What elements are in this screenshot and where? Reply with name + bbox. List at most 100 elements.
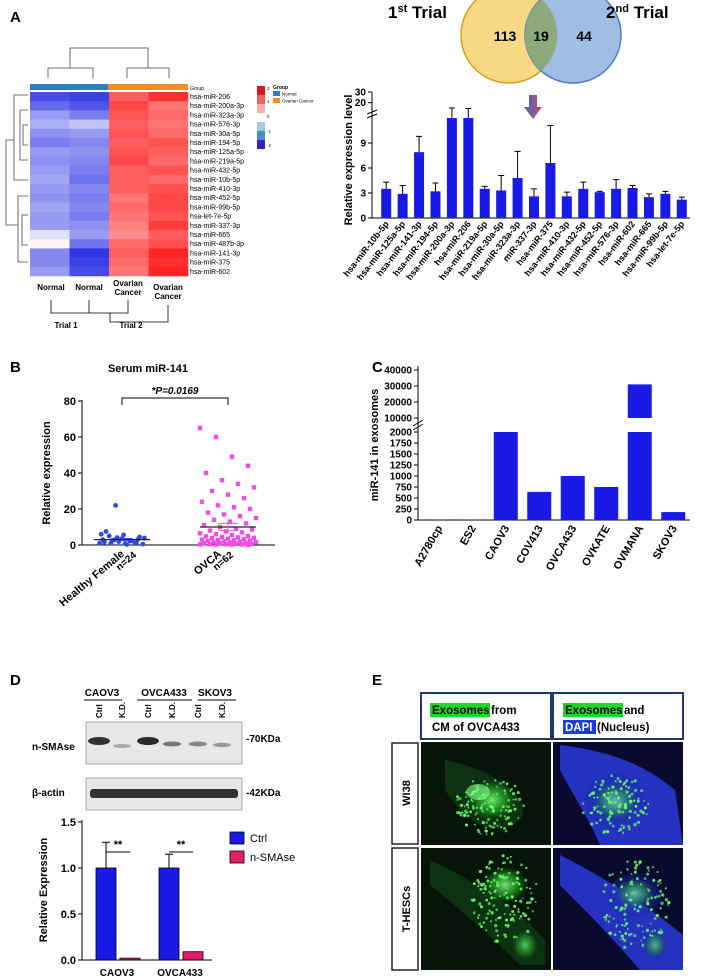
barC-bar xyxy=(627,432,652,520)
barC-x-label: CAOV3 xyxy=(483,524,512,563)
exosome-dot xyxy=(581,811,585,815)
exosome-dot xyxy=(613,933,617,937)
exosome-dot xyxy=(491,806,495,810)
exosome-dot xyxy=(478,869,483,874)
heatmap-cell xyxy=(148,128,189,139)
exosome-dot xyxy=(509,860,513,864)
exosome-dot xyxy=(477,797,481,801)
exosome-dot xyxy=(653,896,657,899)
exosome-dot xyxy=(638,860,642,864)
panel-label-d: D xyxy=(10,672,21,689)
exosome-dot xyxy=(477,880,481,884)
scatterB-point-ovca xyxy=(243,521,249,526)
wb-lane-label: K.D. xyxy=(168,702,177,718)
exosome-dot xyxy=(630,932,633,935)
exosome-dot xyxy=(593,806,597,810)
exosome-dot xyxy=(486,912,490,916)
barA-bar xyxy=(529,196,539,218)
barC-y-label: miR-141 in exosomes xyxy=(369,389,381,502)
scatterB-point-ovca xyxy=(229,454,235,459)
exosome-dot xyxy=(608,815,612,818)
scatterB-point-ovca xyxy=(245,463,251,468)
exosome-dot xyxy=(637,820,641,824)
exosome-dot xyxy=(502,874,505,877)
barD-sig-2: ** xyxy=(177,839,186,851)
exosome-dot xyxy=(504,903,508,907)
exosome-dot xyxy=(485,833,488,836)
exosome-dot xyxy=(503,861,506,865)
scatterB-point-healthy xyxy=(113,503,118,508)
exosome-dot xyxy=(520,863,523,867)
heatmap-cell xyxy=(148,110,189,120)
scatterB-point-ovca xyxy=(209,535,215,541)
barD-legend-ctrl: Ctrl xyxy=(250,833,267,845)
heatmap-cell xyxy=(109,156,149,166)
barA-y-tick-label: 30 xyxy=(355,88,367,99)
exosome-dot xyxy=(487,902,491,906)
exosome-dot xyxy=(642,799,645,802)
exosome-dot xyxy=(519,914,523,918)
exosome-dot xyxy=(623,805,628,810)
exosome-dot xyxy=(595,821,598,825)
exosome-dot xyxy=(490,896,494,900)
exosome-dot xyxy=(628,827,631,831)
barA-error-bar xyxy=(416,135,423,153)
exosome-dot xyxy=(464,796,467,799)
exosome-dot xyxy=(477,885,480,888)
exosome-dot xyxy=(482,891,485,894)
exosome-dot xyxy=(485,929,488,932)
western-blot: CAOV3 OVCA433 SKOV3 Ctrl K.D. Ctrl K.D. Ctrl… xyxy=(32,688,281,811)
exosome-dot xyxy=(503,933,506,936)
exosome-dot xyxy=(604,915,608,919)
exosome-dot xyxy=(596,805,599,808)
heatmap-row-label: hsa-miR-576-3p xyxy=(190,122,240,129)
down-arrow-icon xyxy=(524,95,542,119)
scatterB-point-ovca xyxy=(201,541,207,546)
exosome-dot xyxy=(487,862,491,866)
heatmap-row-label: hsa-miR-602 xyxy=(190,269,230,276)
exosome-dot xyxy=(606,914,609,917)
heatmap-cell xyxy=(109,248,149,258)
barC-bar xyxy=(560,476,585,520)
exosome-dot xyxy=(649,922,652,925)
barC-y-tick-label: 250 xyxy=(395,505,412,516)
exosome-dot xyxy=(643,806,647,810)
barA-bar xyxy=(397,193,408,218)
exosome-dot xyxy=(492,904,496,908)
exosome-dot xyxy=(500,809,503,812)
micro-header1-line2: CM of OVCA433 xyxy=(432,722,520,734)
scatterB-point-ovca xyxy=(199,499,205,504)
exosome-dot xyxy=(650,896,654,900)
exosome-dot xyxy=(630,780,634,784)
heatmap-cell xyxy=(109,266,149,277)
heatmap-group-bar-cancer xyxy=(108,84,188,90)
heatmap-cell xyxy=(69,239,110,249)
exosome-dot xyxy=(471,806,475,810)
exosome-dot xyxy=(614,791,619,795)
exosome-dot xyxy=(619,787,622,790)
exosome-dot xyxy=(621,937,625,940)
exosome-dot xyxy=(506,857,509,860)
exosome-dot xyxy=(608,915,611,918)
heatmap-legend-cancer: Ovarian Cancer xyxy=(282,99,314,104)
micro-row-label-box-2 xyxy=(391,847,419,971)
scatterB-point-healthy xyxy=(140,541,146,547)
exosome-dot xyxy=(590,811,594,815)
exosome-dot xyxy=(611,824,615,828)
exosome-dot xyxy=(615,924,618,927)
exosome-dot xyxy=(659,931,663,935)
barD-cat-ovca433: OVCA433 xyxy=(157,968,203,979)
barC-y-tick-label: 1250 xyxy=(390,461,413,472)
heatmap-row-label: hsa-miR-219a-5p xyxy=(190,158,244,165)
wb-lane-label: K.D. xyxy=(218,702,227,718)
heatmap-cell xyxy=(109,257,149,268)
barA-error-bar xyxy=(629,185,636,188)
exosome-dot xyxy=(503,827,506,830)
wb-lane-label: Ctrl xyxy=(194,704,203,718)
exosome-dot xyxy=(522,912,525,915)
exosome-dot xyxy=(493,871,497,875)
exosome-dot xyxy=(625,780,628,783)
exosome-dot xyxy=(509,913,512,916)
exosome-dot xyxy=(643,936,646,939)
heatmap-col-label-normal-2: Normal xyxy=(75,283,103,292)
